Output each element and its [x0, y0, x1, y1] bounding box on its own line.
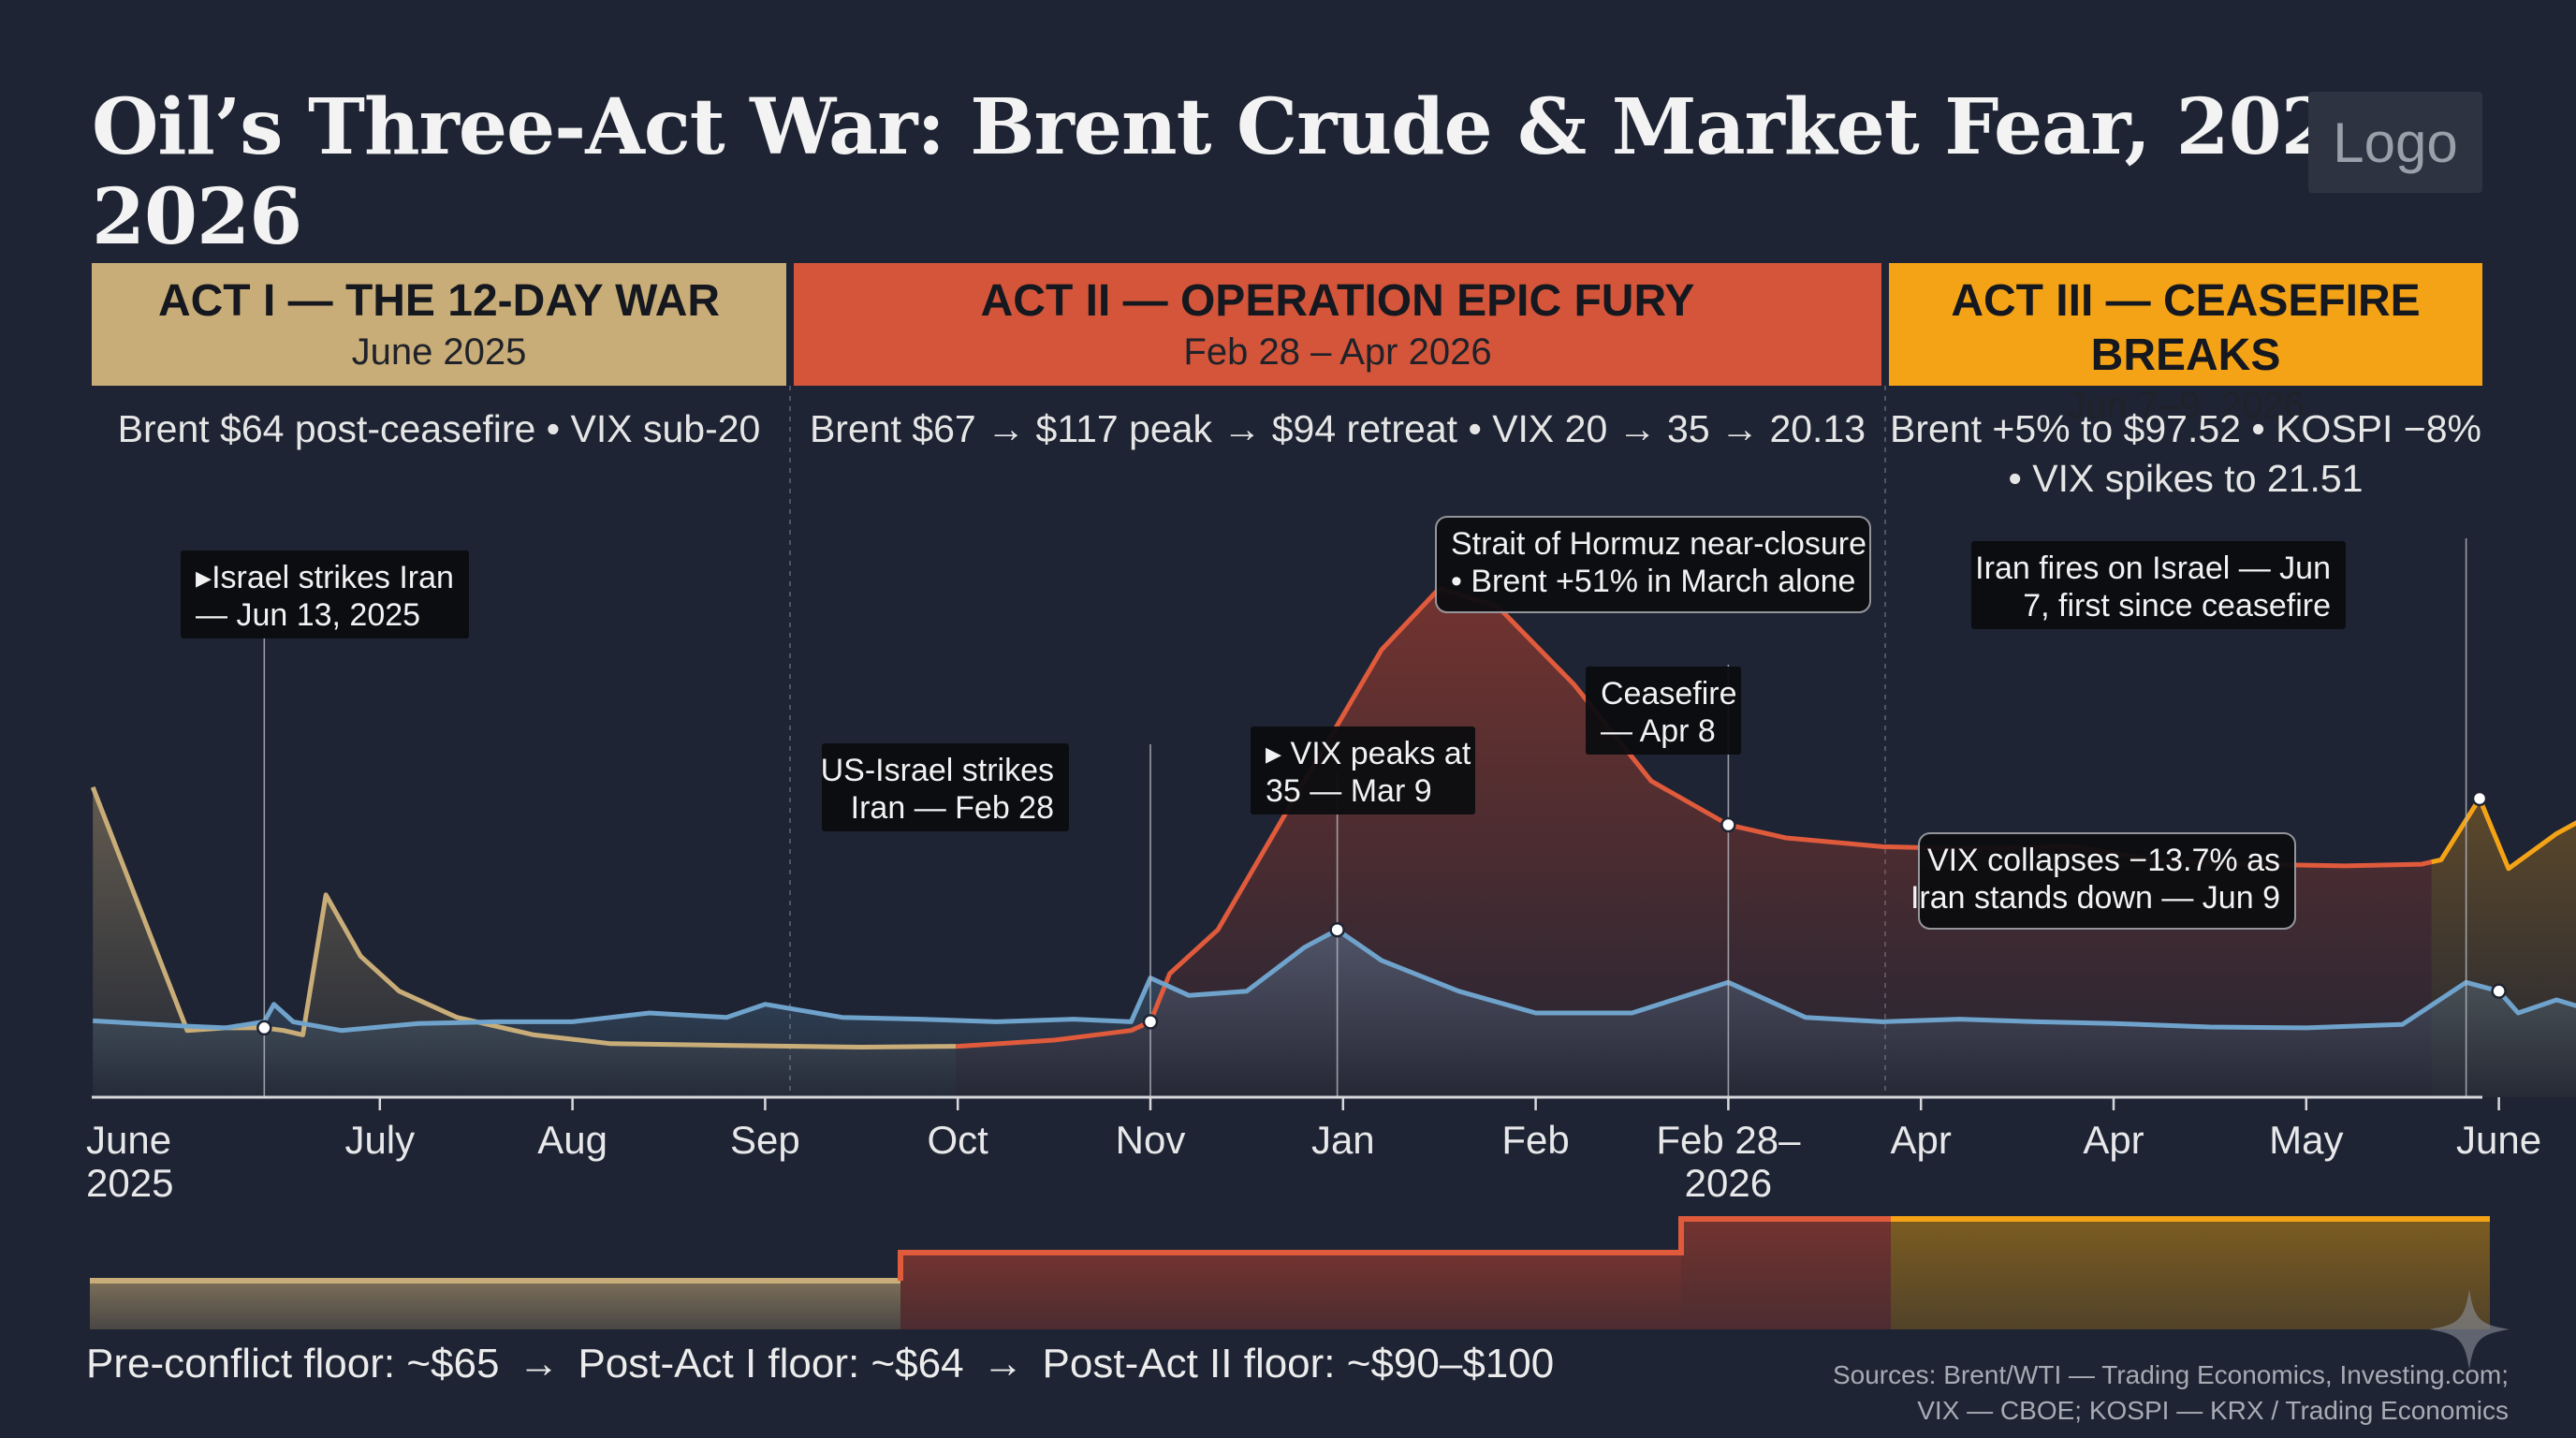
event-dot-5 — [2491, 983, 2507, 999]
floor-post-act2: Post-Act II floor: ~$90–$100 — [1042, 1341, 1555, 1387]
brent-line-act-3 — [2431, 796, 2576, 872]
act-2-dates: Feb 28 – Apr 2026 — [1183, 330, 1492, 373]
x-tick-label: Feb 28– 2026 — [1656, 1118, 1801, 1205]
annotation-text: US-Israel strikes Iran — Feb 28 — [821, 753, 1054, 826]
act-1-dates: June 2025 — [351, 330, 527, 373]
event-dot-3 — [1720, 816, 1736, 833]
annotation-text: VIX collapses −13.7% as Iran stands down … — [1910, 843, 2280, 916]
sources: Sources: Brent/WTI — Trading Economics, … — [1801, 1357, 2509, 1429]
annotation-box — [1918, 832, 2296, 930]
brent-area-act-1 — [93, 786, 957, 1097]
x-tick-label: Nov — [1116, 1118, 1186, 1162]
act-2-summary: Brent $67 → $117 peak → $94 retreat • VI… — [809, 407, 1866, 450]
arrow-2: → — [982, 1341, 1024, 1387]
event-dot-2 — [1329, 921, 1345, 938]
floor-post-act1: Post-Act I floor: ~$64 — [578, 1341, 964, 1387]
event-dot-0 — [256, 1020, 272, 1036]
x-tick-label: Apr — [2083, 1118, 2144, 1162]
x-tick-label: Aug — [537, 1118, 607, 1162]
event-dot-4 — [2471, 790, 2488, 807]
sources-line-1: Sources: Brent/WTI — Trading Economics, … — [1832, 1360, 2509, 1389]
floor-step-chart — [90, 1216, 2490, 1329]
annotation-box — [1971, 541, 2346, 629]
logo-placeholder: Logo — [2308, 92, 2482, 193]
annotation-box — [1435, 516, 1871, 613]
annotation-box — [1251, 726, 1475, 814]
x-tick-label: Jan — [1311, 1118, 1375, 1162]
x-tick-label: June — [2456, 1118, 2541, 1162]
act-3-name: ACT III — CEASEFIRE BREAKS — [1951, 276, 2421, 380]
x-tick-label: Sep — [730, 1118, 800, 1162]
x-axis-ticks: June 2025 July Aug Sep Oct Nov Jan Feb Feb 28– 202… — [86, 1097, 2541, 1205]
page-title: Oil’s Three-Act War: Brent Crude & Marke… — [92, 82, 2424, 262]
act-2-header: ACT II — OPERATION EPIC FURY Feb 28 – Ap… — [794, 263, 1881, 386]
annotation-box — [822, 743, 1069, 831]
x-tick-label: June 2025 — [86, 1118, 173, 1205]
annotation-text: ▸ VIX peaks at 35 — Mar 9 — [1266, 736, 1471, 809]
x-tick-label: July — [344, 1118, 415, 1162]
sparkle-icon — [2429, 1289, 2510, 1370]
act-1-summary: Brent $64 post-ceasefire • VIX sub-20 — [117, 407, 761, 450]
annotation-text: Strait of Hormuz near-closure • Brent +51… — [1451, 526, 1866, 599]
floor-pre: Pre-conflict floor: ~$65 — [86, 1341, 500, 1387]
act-1-name: ACT I — THE 12-DAY WAR — [157, 276, 721, 326]
vix-area — [93, 930, 2576, 1097]
arrow-1: → — [518, 1341, 560, 1387]
annotation-text: Ceasefire — Apr 8 — [1601, 676, 1737, 749]
act-2-name: ACT II — OPERATION EPIC FURY — [980, 276, 1695, 326]
sources-line-2: VIX — CBOE; KOSPI — KRX / Trading Econom… — [1917, 1395, 2509, 1425]
annotation-text: ▸Israel strikes Iran — Jun 13, 2025 — [196, 560, 454, 633]
act-1-header: ACT I — THE 12-DAY WAR June 2025 — [92, 263, 786, 386]
act-3-summary: Brent +5% to $97.52 • KOSPI −8% • VIX sp… — [1889, 407, 2482, 501]
floor-summary: Pre-conflict floor: ~$65 → Post-Act I floo… — [86, 1341, 1554, 1387]
act-3-dates: Jun 7–9, 2026 — [2067, 385, 2305, 427]
vix-line — [93, 927, 2576, 1034]
x-tick-label: Feb — [1501, 1118, 1569, 1162]
series-areas — [93, 588, 2576, 1097]
event-dot-1 — [1142, 1014, 1159, 1030]
annotations: ▸Israel strikes Iran — Jun 13, 2025 US-Isr… — [181, 516, 2346, 930]
x-tick-label: Oct — [928, 1118, 989, 1162]
act-3-header: ACT III — CEASEFIRE BREAKS Jun 7–9, 2026 — [1889, 263, 2482, 426]
annotation-box — [181, 550, 469, 638]
x-tick-label: May — [2269, 1118, 2343, 1162]
annotation-text: Iran fires on Israel — Jun 7, first since… — [1975, 550, 2331, 624]
annotation-box — [1586, 667, 1741, 755]
x-tick-label: Apr — [1891, 1118, 1952, 1162]
